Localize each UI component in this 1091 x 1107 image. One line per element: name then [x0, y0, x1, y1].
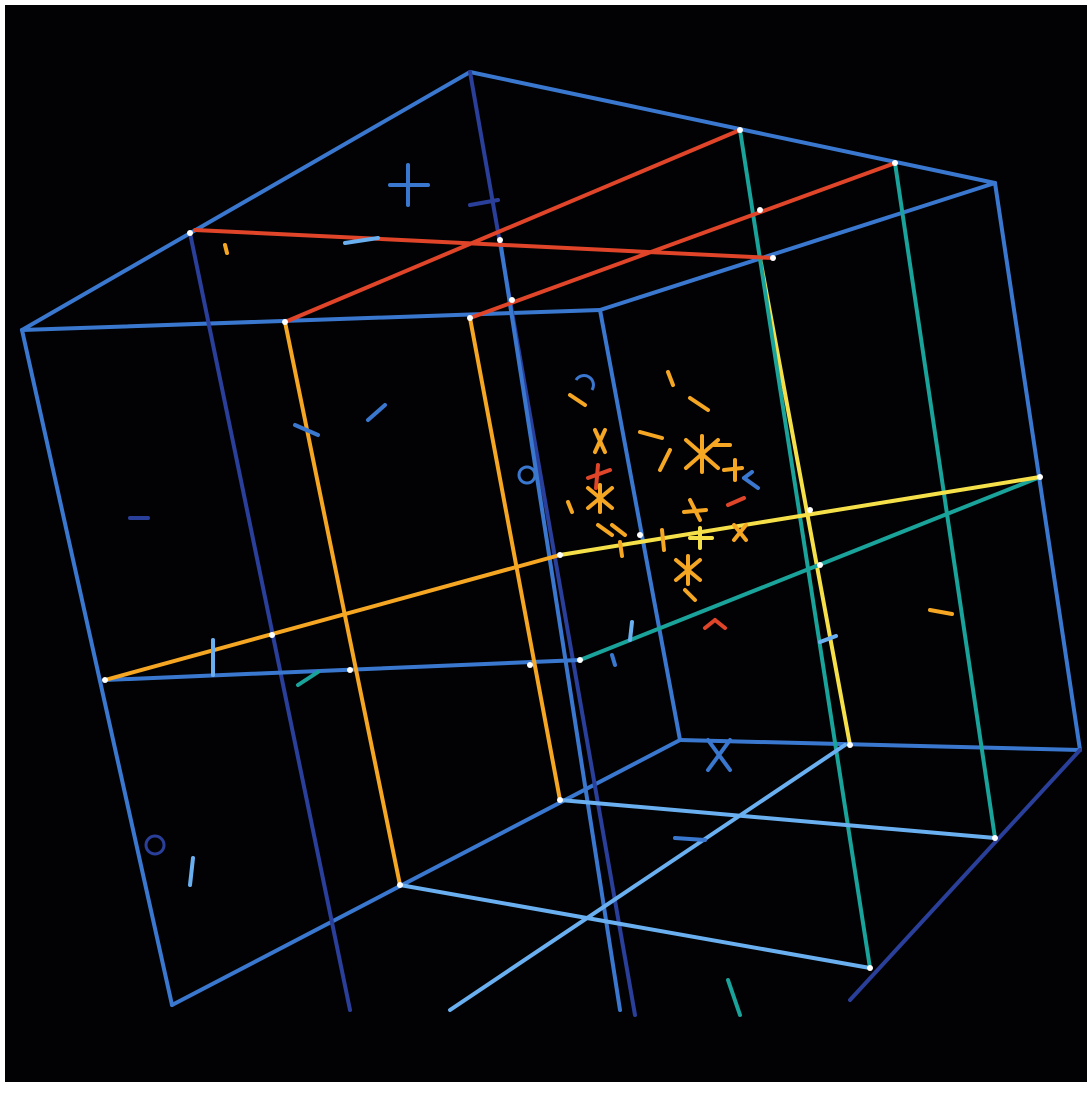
grid-node — [1037, 474, 1043, 480]
cube-edge — [498, 238, 622, 1012]
glyph — [742, 470, 754, 480]
cube-edge — [678, 738, 1082, 752]
cube-edge — [283, 128, 742, 324]
glyph — [682, 508, 708, 514]
cube-edge — [188, 231, 352, 1012]
grid-node — [557, 552, 563, 558]
glyph — [638, 430, 664, 440]
glyph — [596, 523, 614, 537]
glyph — [673, 836, 707, 842]
glyph — [566, 500, 574, 514]
glyph — [296, 670, 320, 687]
grid-node — [892, 160, 898, 166]
grid-node — [637, 532, 643, 538]
grid-node — [497, 237, 503, 243]
glyph — [928, 608, 954, 616]
grid-node — [282, 319, 288, 325]
glyph — [188, 856, 195, 887]
glyph — [688, 396, 710, 412]
grid-node — [807, 507, 813, 513]
cube-edge — [103, 658, 582, 682]
grid-node — [347, 667, 353, 673]
grid-node — [737, 127, 743, 133]
cube-edge — [103, 553, 562, 682]
cube-edge — [578, 475, 1042, 662]
cube-edge — [758, 256, 852, 747]
cube-edge — [558, 475, 1042, 557]
glyph — [594, 463, 600, 490]
glyph — [593, 428, 607, 454]
cube-edge — [558, 798, 997, 840]
glyph — [366, 403, 387, 422]
grid-node — [269, 632, 275, 638]
glyph — [610, 523, 627, 537]
glyph — [660, 528, 666, 552]
cube-edge — [848, 748, 1082, 1002]
glyph — [223, 243, 229, 255]
glyph — [713, 618, 727, 630]
glyph — [610, 653, 617, 667]
glyph — [666, 370, 675, 387]
cube-edge — [738, 128, 872, 970]
cube-edge — [20, 308, 602, 332]
glyph — [726, 978, 742, 1017]
glyph — [628, 620, 634, 642]
grid-node — [509, 297, 515, 303]
glyph — [818, 634, 838, 644]
glyph — [517, 465, 537, 485]
glyph — [658, 448, 672, 472]
cube-edge — [398, 883, 872, 970]
cube-edge — [893, 161, 997, 840]
cube-edge — [993, 181, 1082, 752]
cube-edge — [468, 316, 562, 802]
grid-node — [577, 657, 583, 663]
grid-node — [557, 797, 563, 803]
grid-node — [527, 662, 533, 668]
cube-edge — [468, 161, 897, 320]
cube-edge — [283, 320, 402, 887]
grid-node — [102, 677, 108, 683]
glyph — [706, 738, 732, 772]
cube-edge — [20, 328, 174, 1007]
grid-node — [397, 882, 403, 888]
glyph — [144, 834, 166, 856]
glyph — [618, 540, 624, 558]
cube-edge — [448, 743, 847, 1012]
glyph — [343, 236, 380, 245]
glyph — [726, 496, 746, 507]
grid-node — [187, 230, 193, 236]
glyph — [742, 476, 760, 490]
cube-edge — [468, 70, 637, 1017]
glyph — [293, 423, 320, 437]
glyph — [732, 523, 748, 542]
cube-edge — [598, 181, 997, 312]
grid-node — [467, 315, 473, 321]
cube-edge — [193, 228, 775, 260]
glyph — [574, 374, 595, 391]
grid-node — [770, 255, 776, 261]
grid-node — [757, 207, 763, 213]
grid-node — [992, 835, 998, 841]
cube-edge — [468, 70, 997, 185]
grid-node — [847, 742, 853, 748]
cube-edge — [20, 70, 472, 332]
grid-node — [817, 562, 823, 568]
glyph — [568, 393, 587, 407]
glyph — [703, 618, 717, 630]
glyph — [683, 588, 697, 602]
cube-edge — [598, 308, 682, 742]
glyph — [468, 198, 500, 207]
grid-node — [867, 965, 873, 971]
